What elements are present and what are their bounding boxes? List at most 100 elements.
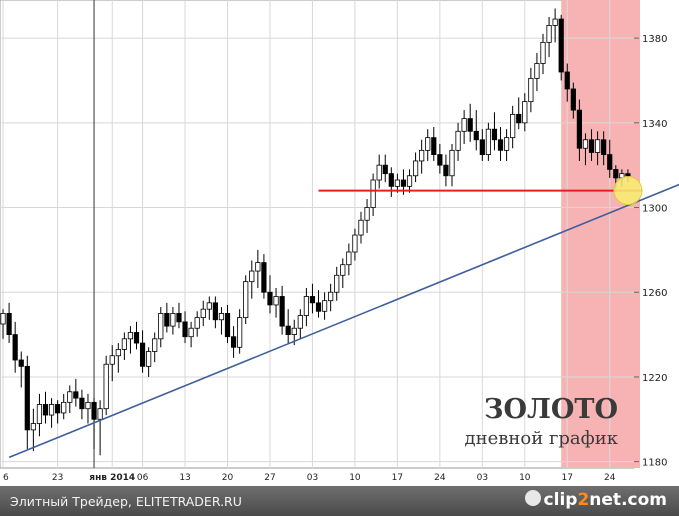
x-tick-label: 03	[307, 473, 318, 483]
candle-body	[613, 169, 619, 179]
candle-body	[370, 179, 376, 208]
candle-body	[18, 359, 24, 367]
candle-body	[607, 154, 613, 170]
y-tick-label: 1340	[642, 119, 667, 130]
candle-body	[352, 234, 358, 253]
candle-body	[109, 355, 115, 365]
brand-part-two: 2	[577, 490, 590, 510]
candle-body	[412, 160, 419, 177]
candle-body	[237, 317, 243, 348]
x-tick-label: 6	[3, 473, 9, 483]
brand-part-clip: clip	[543, 490, 578, 510]
candle-body	[152, 338, 158, 352]
candle-body	[30, 423, 36, 431]
candle-body	[491, 128, 498, 141]
candle-body	[497, 139, 504, 151]
candle-body	[588, 139, 595, 153]
x-tick-label: 10	[519, 473, 531, 483]
brand-part-net: net	[589, 490, 622, 510]
candle-body	[358, 219, 364, 236]
candle-body	[127, 332, 134, 340]
candle-body	[255, 262, 261, 272]
candle-body	[625, 173, 631, 177]
y-tick-label: 1300	[642, 204, 667, 215]
candle-body	[267, 291, 273, 306]
candle-body	[249, 270, 255, 283]
candle-body	[334, 274, 340, 293]
candle-body	[146, 351, 152, 367]
y-tick-label: 1220	[642, 373, 667, 384]
candle-body	[200, 308, 206, 319]
candle-body	[164, 313, 170, 327]
candle-body	[473, 130, 479, 141]
candle-body	[315, 302, 322, 312]
candle-body	[206, 302, 212, 310]
candle-body	[552, 18, 558, 26]
candle-body	[461, 118, 467, 132]
candle-body	[364, 207, 370, 221]
candle-body	[503, 137, 510, 151]
candle-body	[582, 139, 589, 149]
y-tick-label: 1180	[642, 458, 667, 469]
candle-body	[528, 77, 534, 103]
candle-body	[139, 342, 146, 367]
chart-title: ЗОЛОТО	[484, 394, 618, 425]
candle-body	[6, 313, 12, 335]
trend-line	[8, 183, 679, 459]
candle-body	[594, 139, 601, 153]
candle-body	[230, 336, 237, 348]
marker-circle	[613, 176, 643, 206]
candle-body	[158, 313, 164, 340]
candle-body	[564, 71, 570, 90]
candle-body	[170, 313, 176, 327]
x-tick-label: 10	[349, 473, 361, 483]
candle-body	[24, 365, 30, 431]
candle-body	[443, 164, 449, 177]
highlight-region	[561, 0, 640, 468]
candle-body	[285, 325, 291, 335]
x-tick-label: 24	[604, 473, 616, 483]
candle-body	[176, 313, 182, 323]
candle-body	[303, 296, 309, 316]
candle-body	[570, 88, 576, 111]
candle-body	[48, 404, 55, 416]
candle-body	[261, 262, 267, 293]
candle-body	[36, 404, 43, 424]
x-tick-label: 13	[179, 473, 190, 483]
candle-body	[546, 25, 552, 43]
source-label: Элитный Трейдер, ELITETRADER.RU	[10, 494, 242, 509]
candle-body	[67, 391, 73, 403]
x-tick-label: 24	[434, 473, 446, 483]
candle-body	[394, 179, 400, 187]
x-tick-label: янв 2014	[89, 473, 135, 483]
candle-body	[182, 321, 188, 338]
candle-body	[279, 296, 285, 327]
candle-body	[516, 113, 522, 124]
candle-body	[79, 397, 85, 410]
candle-body	[121, 338, 127, 350]
candle-body	[437, 154, 443, 166]
candle-body	[212, 302, 218, 321]
candle-body	[97, 408, 103, 420]
candle-body	[55, 404, 61, 414]
y-tick-label: 1260	[642, 288, 667, 299]
candle-body	[0, 313, 6, 325]
candle-body	[419, 149, 425, 162]
candle-body	[91, 401, 97, 420]
candle-body	[291, 327, 297, 335]
candle-body	[133, 332, 140, 344]
x-tick-label: 20	[222, 473, 234, 483]
clip-icon	[524, 490, 541, 506]
candle-body	[522, 101, 528, 124]
footer-bar: Элитный Трейдер, ELITETRADER.RU clip2net…	[0, 486, 679, 516]
candle-body	[431, 137, 437, 155]
candle-body	[61, 401, 67, 414]
candle-body	[194, 317, 200, 329]
candle-body	[12, 334, 18, 361]
clip2net-logo: clip2net.com	[524, 490, 667, 510]
candle-body	[540, 41, 546, 64]
candle-body	[406, 175, 413, 187]
candle-body	[479, 139, 485, 155]
candle-body	[376, 164, 382, 181]
x-tick-label: 17	[562, 473, 573, 483]
